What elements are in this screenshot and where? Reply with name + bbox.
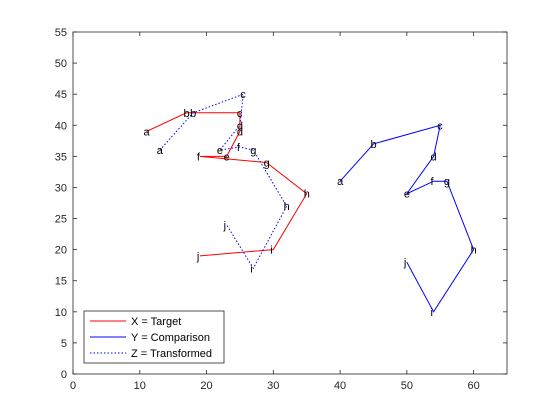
point-label: e [217,145,223,157]
point-label: j [223,220,226,232]
point-label: h [304,189,310,201]
x-tick-label: 60 [467,380,479,392]
point-label: i [270,245,272,257]
y-tick-label: 0 [61,369,67,381]
y-tick-label: 50 [55,58,67,70]
point-label: c [240,89,246,101]
series-line [339,124,475,313]
y-tick-label: 10 [55,307,67,319]
legend-entry: X = Target [131,316,181,328]
point-label: a [143,126,150,138]
point-label: b [190,108,196,120]
series-line [159,93,288,270]
point-label: f [431,176,435,188]
point-label: d [237,120,243,132]
point-label: g [264,158,270,170]
y-tick-label: 35 [55,151,67,163]
y-tick-label: 25 [55,214,67,226]
x-tick-label: 10 [134,380,146,392]
point-label: f [237,142,241,154]
series-line [146,112,308,257]
point-label: c [437,120,443,132]
y-tick-label: 55 [55,27,67,39]
point-label: g [444,176,450,188]
y-tick-label: 15 [55,276,67,288]
x-tick-label: 30 [267,380,279,392]
x-tick-label: 20 [200,380,212,392]
point-label: i [250,263,252,275]
point-label: b [184,108,190,120]
point-label: f [197,151,201,163]
y-tick-label: 40 [55,120,67,132]
point-label: h [284,201,290,213]
legend: X = Target Y = Comparison Z = Transformed [83,310,225,364]
point-label: j [403,257,406,269]
point-label: a [337,176,344,188]
point-label: j [196,251,199,263]
point-label: i [431,307,433,319]
legend-entry: Y = Comparison [131,332,210,344]
point-label: c [237,108,243,120]
legend-entry: Z = Transformed [131,348,212,360]
x-tick-label: 40 [334,380,346,392]
point-label: g [250,145,256,157]
point-label: d [237,126,243,138]
y-tick-label: 45 [55,89,67,101]
y-axis: 0 5 10 15 20 25 30 35 40 45 50 55 [55,27,507,381]
point-label: h [471,245,477,257]
series-2: a b c d e f g h i j [337,120,477,319]
point-label: e [404,189,410,201]
point-label: b [370,139,376,151]
y-tick-label: 5 [61,338,67,350]
x-axis: 0 10 20 30 40 50 60 [70,32,480,392]
point-label: a [157,145,164,157]
y-tick-label: 20 [55,245,67,257]
x-tick-label: 50 [401,380,413,392]
y-tick-label: 30 [55,182,67,194]
point-label: d [431,151,437,163]
point-label: e [224,151,230,163]
x-tick-label: 0 [70,380,76,392]
